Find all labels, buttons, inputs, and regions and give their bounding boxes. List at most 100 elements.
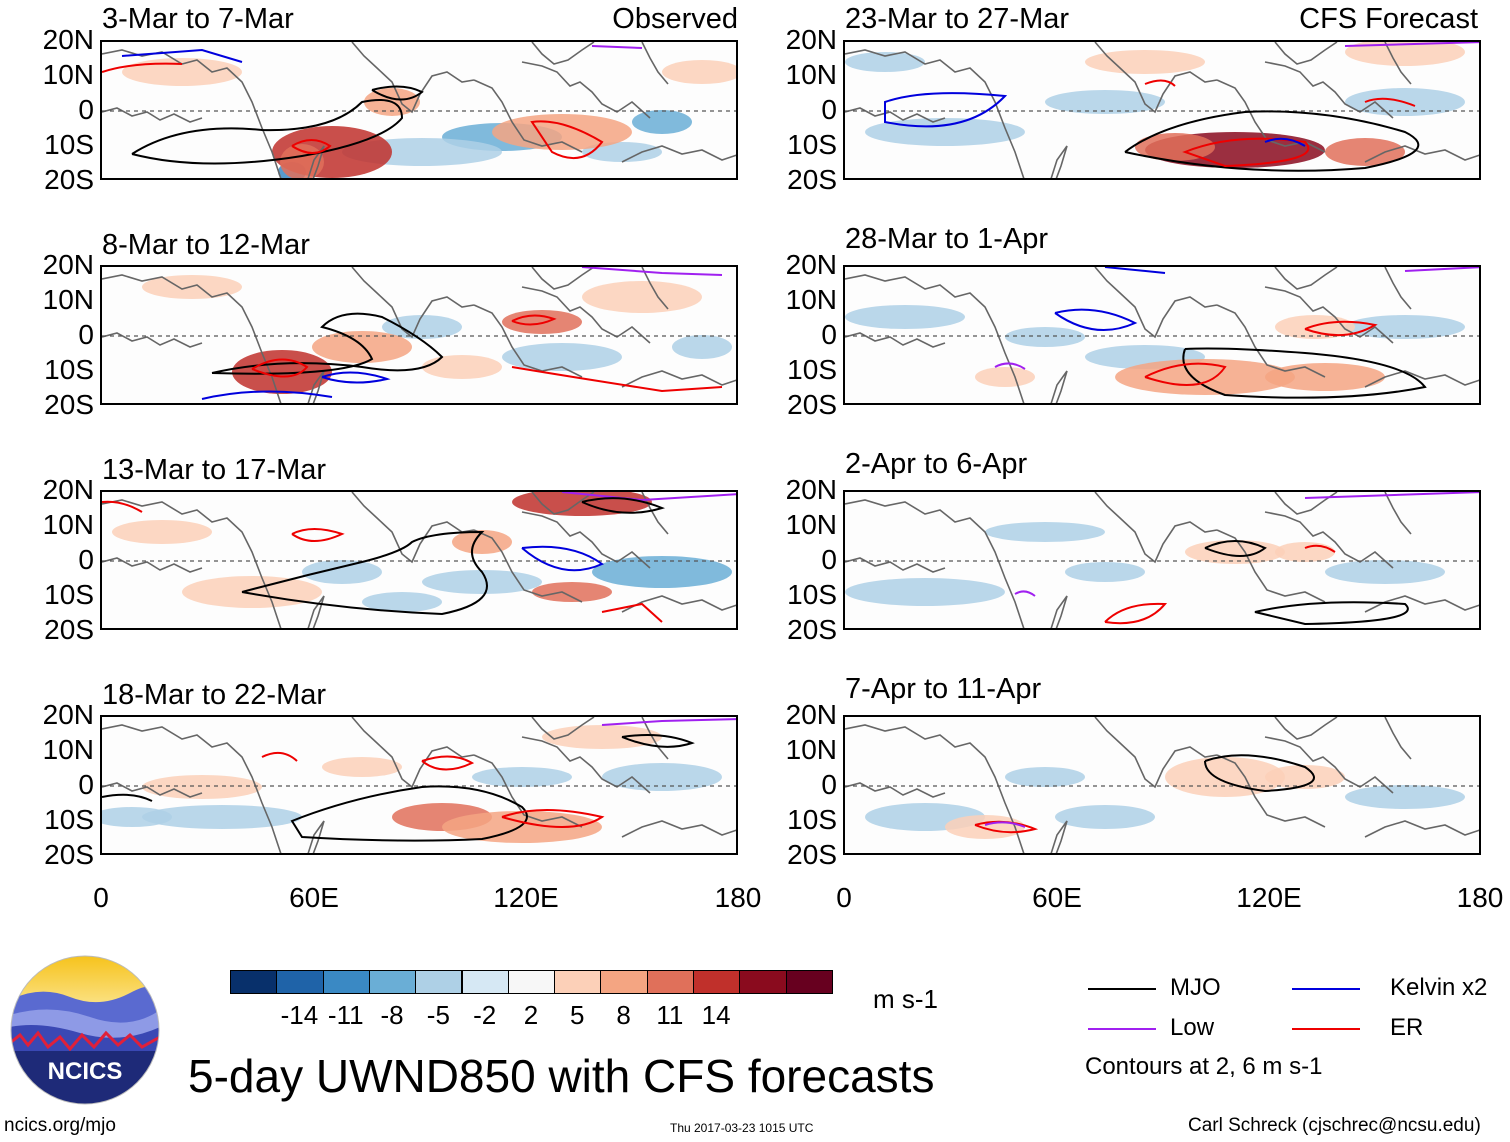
contour	[1204, 754, 1315, 793]
map-panel-observed-1	[100, 40, 738, 180]
contour	[261, 751, 298, 762]
contour	[974, 820, 1039, 834]
positive-anomaly	[1275, 542, 1335, 562]
coastline	[531, 267, 595, 290]
negative-anomaly	[362, 592, 442, 612]
lat-label-right-1-10s: 10S	[787, 129, 837, 160]
coastline	[351, 492, 475, 564]
lat-label-left-3-20n: 20N	[42, 474, 94, 505]
lat-label-left-3-20s: 20S	[44, 614, 94, 645]
coastline	[641, 267, 669, 310]
positive-anomaly	[1115, 359, 1295, 395]
coastline	[1216, 79, 1326, 153]
contour	[884, 92, 1008, 128]
positive-anomaly	[945, 815, 1025, 839]
negative-anomaly	[845, 52, 925, 72]
contour	[102, 500, 143, 513]
contour	[1104, 602, 1168, 625]
coastline	[1264, 736, 1394, 794]
lat-label-left-1-20s: 20S	[44, 164, 94, 195]
contour	[1254, 601, 1409, 626]
lat-label-left-3-0: 0	[78, 544, 94, 575]
negative-anomaly	[502, 343, 622, 371]
lat-label-left-1-0: 0	[78, 94, 94, 125]
panel-title-1: 3-Mar to 7-Mar	[102, 3, 294, 35]
contour	[1344, 42, 1479, 47]
negative-anomaly	[382, 315, 462, 339]
contour	[1304, 320, 1378, 337]
coastline	[473, 754, 583, 828]
lon-label-0-left: 0	[93, 882, 109, 913]
coastline	[621, 145, 736, 163]
negative-anomaly	[1325, 560, 1445, 584]
footer-author: Carl Schreck (cjschrec@ncsu.edu)	[1188, 1115, 1481, 1136]
coastline	[1364, 145, 1479, 163]
negative-anomaly	[1005, 327, 1085, 347]
colorbar-swatch	[739, 970, 787, 994]
positive-anomaly	[1085, 50, 1205, 74]
colorbar-swatch	[368, 970, 417, 994]
colorbar-swatch	[230, 970, 278, 994]
negative-anomaly	[302, 560, 382, 584]
coastline	[1384, 267, 1412, 310]
coastline	[102, 557, 203, 573]
contour	[1014, 590, 1036, 597]
positive-anomaly	[492, 114, 632, 150]
colorbar-units: m s-1	[873, 984, 938, 1014]
coastline	[521, 61, 651, 119]
legend-kelvin-line	[1292, 988, 1360, 990]
lat-label-left-4-10n: 10N	[42, 734, 94, 765]
lat-label-left-2-20n: 20N	[42, 249, 94, 280]
colorbar-tick-label: -11	[327, 1000, 364, 1030]
colorbar-tick-label: -8	[380, 1000, 404, 1030]
map-panel-forecast-4	[843, 715, 1481, 855]
panel-title-5: 23-Mar to 27-Mar	[845, 3, 1070, 35]
positive-anomaly	[142, 775, 262, 799]
coastline	[845, 724, 1025, 853]
positive-anomaly	[112, 520, 212, 544]
coastline	[641, 42, 669, 85]
contour	[984, 821, 1026, 828]
positive-anomaly	[1345, 42, 1465, 66]
colorbar-tick-label: 14	[701, 1000, 731, 1030]
footer-url[interactable]: ncics.org/mjo	[4, 1115, 116, 1136]
positive-anomaly	[582, 281, 702, 313]
coastline	[1264, 61, 1394, 119]
contour	[290, 785, 528, 842]
positive-anomaly	[182, 576, 322, 608]
coastline	[1050, 820, 1068, 853]
coastline	[351, 42, 475, 114]
coastline	[845, 49, 1025, 178]
main-title: 5-day UWND850 with CFS forecasts	[188, 1050, 935, 1102]
coastline	[1364, 370, 1479, 388]
coastline	[351, 717, 475, 789]
colorbar-tick-label: 2	[523, 1000, 539, 1030]
lon-label-180-left: 180	[714, 882, 762, 913]
contour	[121, 48, 243, 63]
coastline	[102, 724, 282, 853]
coastline	[845, 782, 946, 798]
contour	[251, 358, 309, 378]
colorbar-tick-label: 11	[656, 1000, 684, 1030]
lat-label-right-4-10n: 10N	[785, 734, 837, 765]
coastline	[641, 717, 669, 760]
lat-label-right-3-0: 0	[821, 544, 837, 575]
coastline	[521, 736, 651, 794]
coastline	[845, 332, 946, 348]
coastline	[845, 557, 946, 573]
contour	[1404, 267, 1479, 272]
coastline	[1274, 267, 1338, 290]
lat-label-left-3-10s: 10S	[44, 579, 94, 610]
negative-anomaly	[985, 522, 1105, 542]
coastline	[531, 717, 595, 740]
negative-anomaly	[582, 142, 662, 162]
lat-label-left-4-10s: 10S	[44, 804, 94, 835]
lat-label-right-3-20s: 20S	[787, 614, 837, 645]
coastline	[621, 595, 736, 613]
legend-note: Contours at 2, 6 m s-1	[1085, 1053, 1323, 1080]
coastline	[1264, 286, 1394, 344]
colorbar-swatch	[461, 970, 509, 994]
negative-anomaly	[422, 570, 542, 594]
lat-label-right-2-20n: 20N	[785, 249, 837, 280]
contour	[241, 530, 488, 616]
